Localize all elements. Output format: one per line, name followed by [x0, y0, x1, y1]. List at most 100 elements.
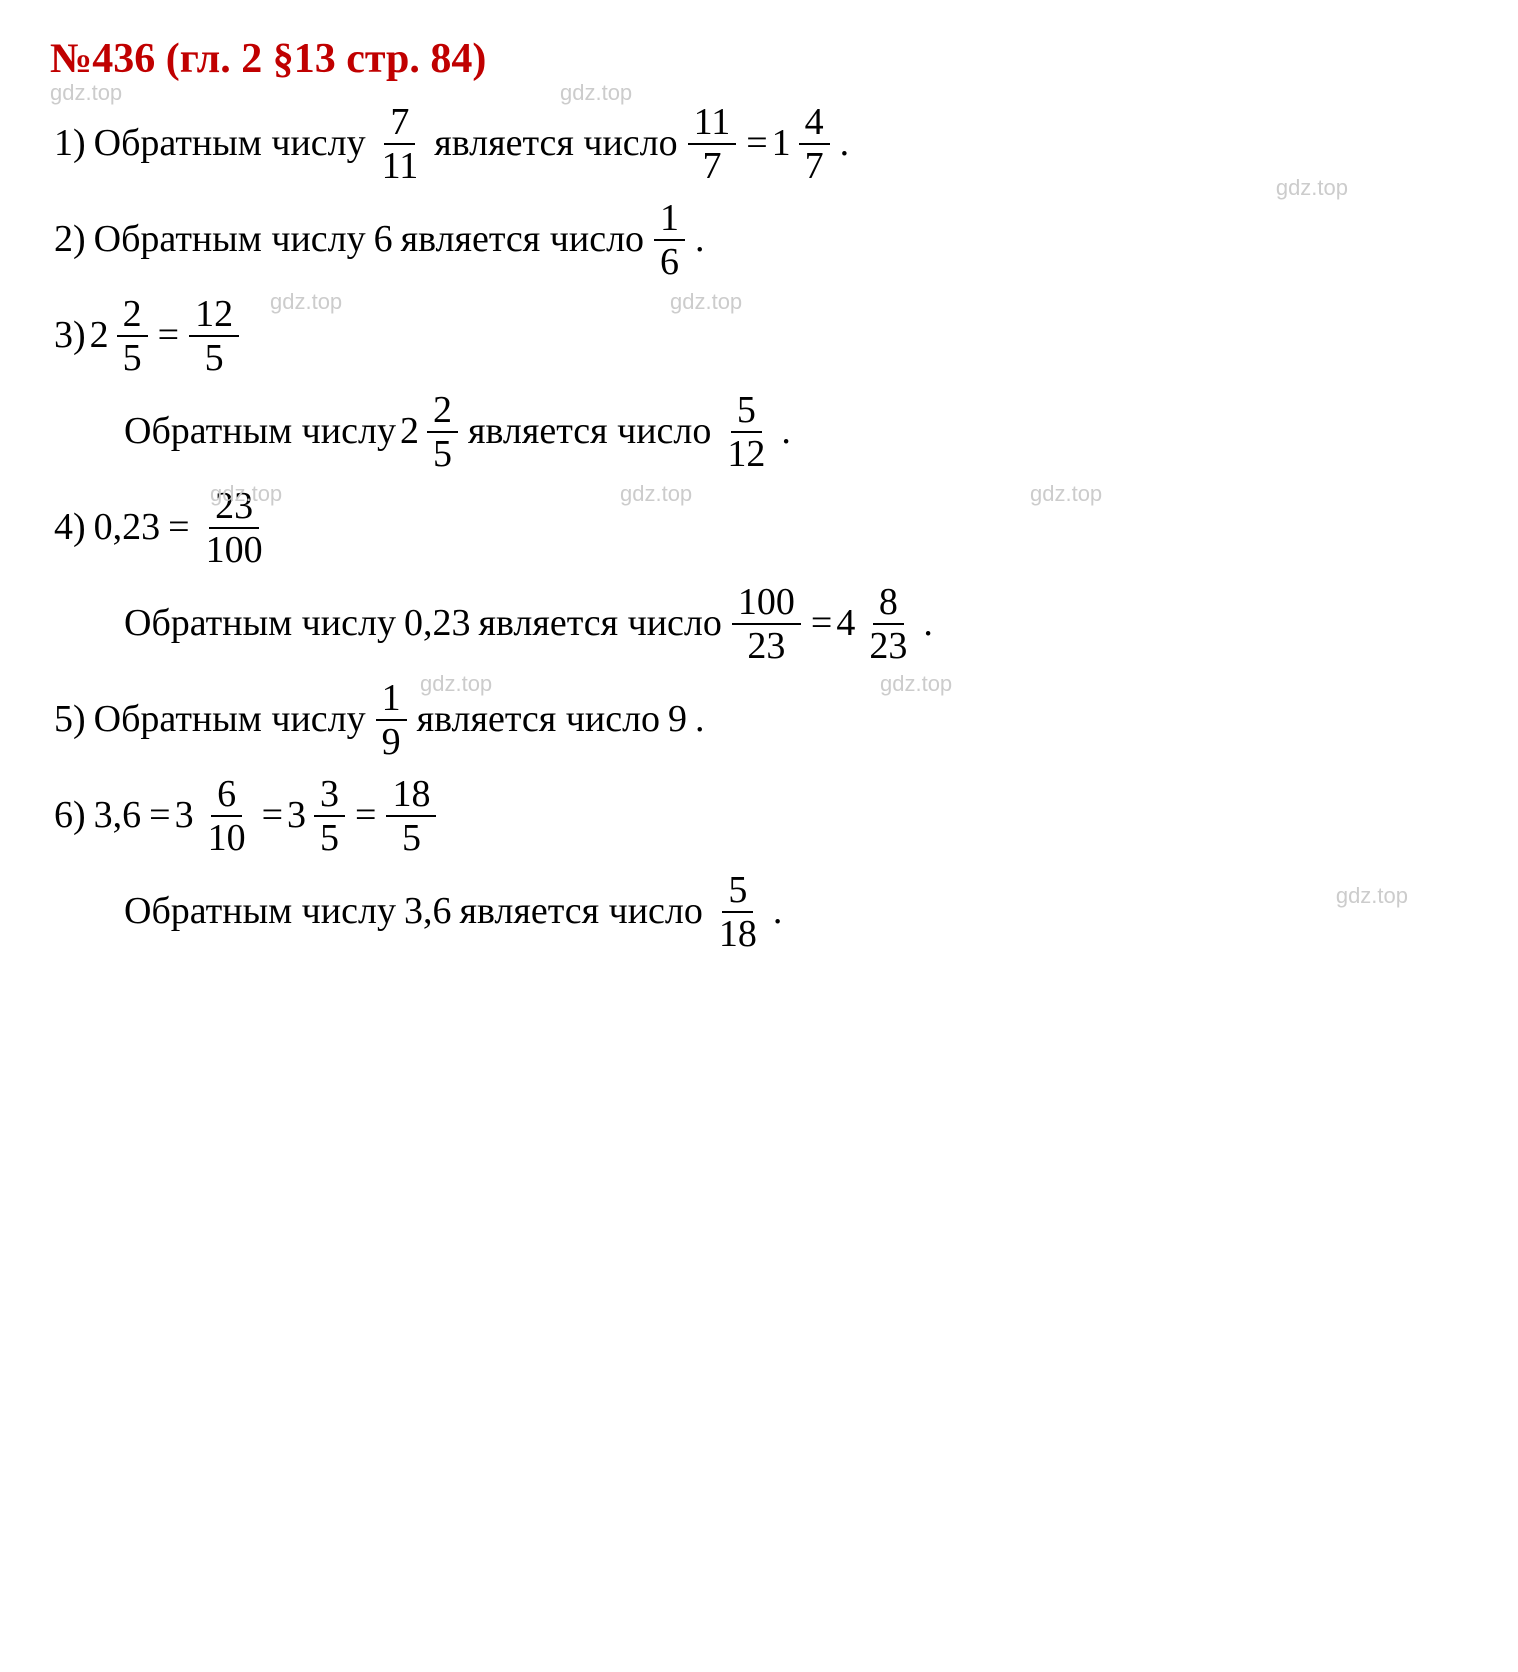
- numerator: 2: [427, 391, 458, 433]
- mixed-number: 2 2 5: [400, 391, 464, 473]
- fraction: 7 11: [376, 103, 425, 185]
- denominator: 5: [314, 817, 345, 857]
- number: 3,6: [404, 885, 452, 938]
- text: является число: [468, 405, 711, 458]
- numerator: 8: [873, 583, 904, 625]
- mixed-number: 1 4 7: [772, 103, 836, 185]
- fraction: 1 6: [654, 199, 685, 281]
- number: 3,6: [94, 789, 142, 842]
- text: является число: [417, 693, 660, 746]
- denominator: 100: [200, 529, 269, 569]
- number: 9: [668, 693, 687, 746]
- whole: 4: [836, 597, 855, 650]
- fraction: 100 23: [732, 583, 801, 665]
- item-6-eq: 6) 3,6 = 3 6 10 = 3 3 5 = 18 5: [50, 775, 1468, 857]
- text: Обратным числу: [124, 597, 396, 650]
- numerator: 100: [732, 583, 801, 625]
- equals: =: [355, 789, 376, 842]
- denominator: 5: [199, 337, 230, 377]
- whole: 1: [772, 117, 791, 170]
- item-1: 1) Обратным числу 7 11 является число 11…: [50, 103, 1468, 185]
- numerator: 2: [117, 295, 148, 337]
- equals: =: [746, 117, 767, 170]
- item-6-sentence: Обратным числу 3,6 является число 5 18 .…: [50, 871, 1468, 953]
- text: Обратным числу: [94, 117, 366, 170]
- numerator: 18: [386, 775, 436, 817]
- mixed-number: 3 3 5: [287, 775, 351, 857]
- text: Обратным числу: [94, 693, 366, 746]
- mixed-number: 2 2 5: [90, 295, 154, 377]
- item-number: 3): [54, 309, 86, 362]
- fraction: 12 5: [189, 295, 239, 377]
- equals: =: [149, 789, 170, 842]
- watermark: gdz.top: [270, 287, 342, 318]
- whole: 3: [287, 789, 306, 842]
- denominator: 5: [396, 817, 427, 857]
- period: .: [773, 885, 783, 938]
- item-5: 5) Обратным числу 1 9 является число 9 .…: [50, 679, 1468, 761]
- denominator: 5: [117, 337, 148, 377]
- watermark: gdz.top: [880, 669, 952, 700]
- period: .: [695, 693, 705, 746]
- mixed-number: 4 8 23: [836, 583, 919, 665]
- watermark: gdz.top: [620, 479, 692, 510]
- numerator: 4: [799, 103, 830, 145]
- denominator: 23: [863, 625, 913, 665]
- problem-heading: №436 (гл. 2 §13 стр. 84): [50, 30, 1468, 89]
- watermark: gdz.top: [1030, 479, 1102, 510]
- item-2: 2) Обратным числу 6 является число 1 6 .: [50, 199, 1468, 281]
- period: .: [923, 597, 933, 650]
- item-number: 4): [54, 501, 86, 554]
- numerator: 5: [722, 871, 753, 913]
- denominator: 5: [427, 433, 458, 473]
- watermark: gdz.top: [210, 479, 282, 510]
- numerator: 7: [384, 103, 415, 145]
- fraction: 5 12: [721, 391, 771, 473]
- item-4-eq: 4) 0,23 = 23 100 gdz.top gdz.top gdz.top: [50, 487, 1468, 569]
- denominator: 11: [376, 145, 425, 185]
- numerator: 1: [376, 679, 407, 721]
- denominator: 12: [721, 433, 771, 473]
- equals: =: [811, 597, 832, 650]
- numerator: 1: [654, 199, 685, 241]
- text: является число: [401, 213, 644, 266]
- numerator: 5: [731, 391, 762, 433]
- text: Обратным числу: [124, 885, 396, 938]
- number: 6: [374, 213, 393, 266]
- fraction: 5 18: [713, 871, 763, 953]
- denominator: 7: [799, 145, 830, 185]
- numerator: 3: [314, 775, 345, 817]
- watermark: gdz.top: [420, 669, 492, 700]
- numerator: 6: [211, 775, 242, 817]
- denominator: 18: [713, 913, 763, 953]
- item-number: 1): [54, 117, 86, 170]
- item-4-sentence: Обратным числу 0,23 является число 100 2…: [50, 583, 1468, 665]
- denominator: 6: [654, 241, 685, 281]
- fraction: 1 9: [376, 679, 407, 761]
- numerator: 12: [189, 295, 239, 337]
- item-number: 6): [54, 789, 86, 842]
- number: 0,23: [94, 501, 161, 554]
- number: 0,23: [404, 597, 471, 650]
- text: является число: [459, 885, 702, 938]
- watermark: gdz.top: [1336, 881, 1408, 912]
- equals: =: [168, 501, 189, 554]
- whole: 3: [175, 789, 194, 842]
- whole: 2: [400, 405, 419, 458]
- text: является число: [434, 117, 677, 170]
- denominator: 10: [202, 817, 252, 857]
- mixed-number: 3 6 10: [175, 775, 258, 857]
- denominator: 9: [376, 721, 407, 761]
- item-number: 2): [54, 213, 86, 266]
- denominator: 23: [741, 625, 791, 665]
- item-3-sentence: Обратным числу 2 2 5 является число 5 12…: [50, 391, 1468, 473]
- watermark: gdz.top: [670, 287, 742, 318]
- period: .: [840, 117, 850, 170]
- equals: =: [158, 309, 179, 362]
- numerator: 11: [688, 103, 737, 145]
- equals: =: [262, 789, 283, 842]
- text: Обратным числу: [94, 213, 366, 266]
- item-3-eq: 3) 2 2 5 = 12 5 gdz.top gdz.top: [50, 295, 1468, 377]
- denominator: 7: [696, 145, 727, 185]
- fraction: 18 5: [386, 775, 436, 857]
